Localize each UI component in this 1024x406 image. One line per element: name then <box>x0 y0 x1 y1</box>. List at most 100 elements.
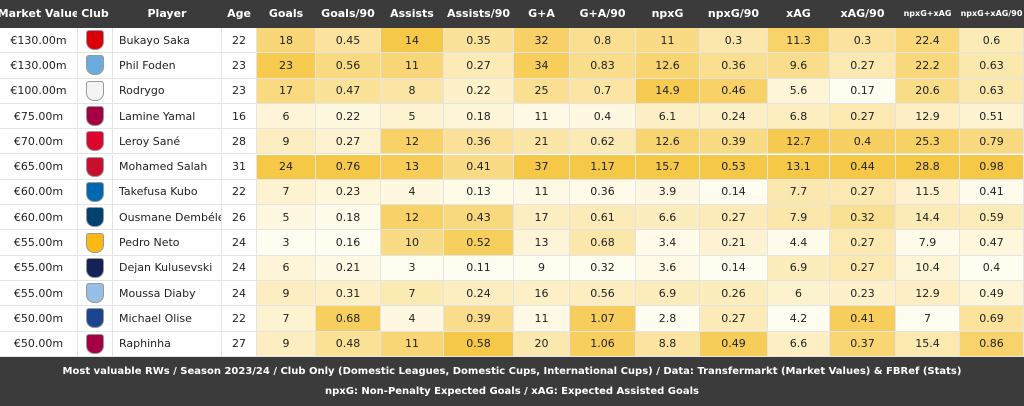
table-cell: €50.00m <box>0 331 78 357</box>
club-logo <box>86 156 104 177</box>
club-logo-cell <box>78 78 113 104</box>
table-cell: 0.4 <box>960 255 1024 281</box>
table-cell: 0.44 <box>830 154 896 180</box>
table-cell: 0.27 <box>830 230 896 256</box>
table-cell: 0.63 <box>960 53 1024 79</box>
table-cell: €65.00m <box>0 154 78 180</box>
table-cell: 0.52 <box>444 230 514 256</box>
table-cell: 0.49 <box>960 281 1024 307</box>
table-cell: 13 <box>514 230 570 256</box>
table-cell: 24 <box>257 154 316 180</box>
table-cell: 6 <box>257 255 316 281</box>
table-cell: 28 <box>222 129 257 155</box>
table-cell: 9.6 <box>768 53 830 79</box>
player-name: Bukayo Saka <box>113 28 222 54</box>
table-cell: 0.48 <box>316 331 381 357</box>
column-header: Age <box>222 0 257 28</box>
column-header: npxG+xAG <box>896 0 960 28</box>
table-cell: 0.47 <box>960 230 1024 256</box>
table-cell: 3.4 <box>636 230 700 256</box>
table-cell: 0.11 <box>444 255 514 281</box>
table-cell: 0.23 <box>830 281 896 307</box>
column-header: Goals <box>257 0 316 28</box>
table-cell: 25 <box>514 78 570 104</box>
table-cell: 22 <box>222 28 257 54</box>
table-cell: 11.3 <box>768 28 830 54</box>
table-cell: 0.24 <box>700 103 768 130</box>
club-logo-cell <box>78 129 113 155</box>
table-cell: 11.5 <box>896 179 960 206</box>
club-logo-cell <box>78 53 113 79</box>
table-cell: 0.62 <box>570 129 636 155</box>
club-logo <box>86 257 104 278</box>
table-cell: 0.14 <box>700 255 768 281</box>
club-logo <box>86 308 104 329</box>
table-cell: 16 <box>222 103 257 130</box>
table-cell: 26 <box>222 205 257 231</box>
column-header: G+A <box>514 0 570 28</box>
table-cell: 6.6 <box>636 205 700 231</box>
table-cell: 24 <box>222 255 257 281</box>
table-cell: 20.6 <box>896 78 960 104</box>
table-cell: 23 <box>222 53 257 79</box>
table-cell: 6.1 <box>636 103 700 130</box>
table-cell: €100.00m <box>0 78 78 104</box>
player-name: Ousmane Dembélé <box>113 205 222 231</box>
club-logo-cell <box>78 103 113 130</box>
table-cell: 0.45 <box>316 28 381 54</box>
footer-line: npxG: Non-Penalty Expected Goals / xAG: … <box>325 386 699 398</box>
club-logo-cell <box>78 255 113 281</box>
table-cell: 5.6 <box>768 78 830 104</box>
table-cell: €75.00m <box>0 103 78 130</box>
table-cell: 0.56 <box>570 281 636 307</box>
column-header: npxG <box>636 0 700 28</box>
column-header: Player <box>113 0 222 28</box>
table-cell: 8 <box>381 78 444 104</box>
club-logo <box>86 131 104 152</box>
table-cell: €50.00m <box>0 306 78 332</box>
player-name: Phil Foden <box>113 53 222 79</box>
club-logo <box>86 30 104 51</box>
table-cell: 23 <box>257 53 316 79</box>
table-cell: 6.9 <box>768 255 830 281</box>
column-header: xAG <box>768 0 830 28</box>
table-cell: 5 <box>257 205 316 231</box>
player-name: Mohamed Salah <box>113 154 222 180</box>
club-logo <box>86 333 104 354</box>
table-cell: 1.07 <box>570 306 636 332</box>
table-cell: €60.00m <box>0 205 78 231</box>
table-cell: 28.8 <box>896 154 960 180</box>
table-cell: 6.6 <box>768 331 830 357</box>
table-cell: 0.58 <box>444 331 514 357</box>
table-cell: 12.9 <box>896 281 960 307</box>
table-cell: 12 <box>381 129 444 155</box>
club-logo-cell <box>78 154 113 180</box>
table-cell: 0.18 <box>316 205 381 231</box>
club-logo-cell <box>78 179 113 206</box>
table-cell: 15.7 <box>636 154 700 180</box>
table-cell: 0.36 <box>570 179 636 206</box>
table-cell: 9 <box>257 331 316 357</box>
table-cell: 3.6 <box>636 255 700 281</box>
table-cell: 11 <box>381 331 444 357</box>
table-cell: 0.56 <box>316 53 381 79</box>
player-name: Leroy Sané <box>113 129 222 155</box>
club-logo-cell <box>78 331 113 357</box>
player-name: Dejan Kulusevski <box>113 255 222 281</box>
table-cell: 22.4 <box>896 28 960 54</box>
table-cell: 0.21 <box>316 255 381 281</box>
table-cell: 0.4 <box>830 129 896 155</box>
table-cell: 7.7 <box>768 179 830 206</box>
table-cell: 0.6 <box>960 28 1024 54</box>
table-cell: 10 <box>381 230 444 256</box>
table-cell: 0.37 <box>830 331 896 357</box>
club-logo <box>86 106 104 127</box>
table-cell: 11 <box>514 306 570 332</box>
table-cell: 9 <box>257 281 316 307</box>
club-logo <box>86 207 104 228</box>
table-cell: 0.63 <box>960 78 1024 104</box>
table-cell: 11 <box>514 179 570 206</box>
table-cell: 1.06 <box>570 331 636 357</box>
footer: Most valuable RWs / Season 2023/24 / Clu… <box>0 357 1024 406</box>
table-cell: 7 <box>896 306 960 332</box>
